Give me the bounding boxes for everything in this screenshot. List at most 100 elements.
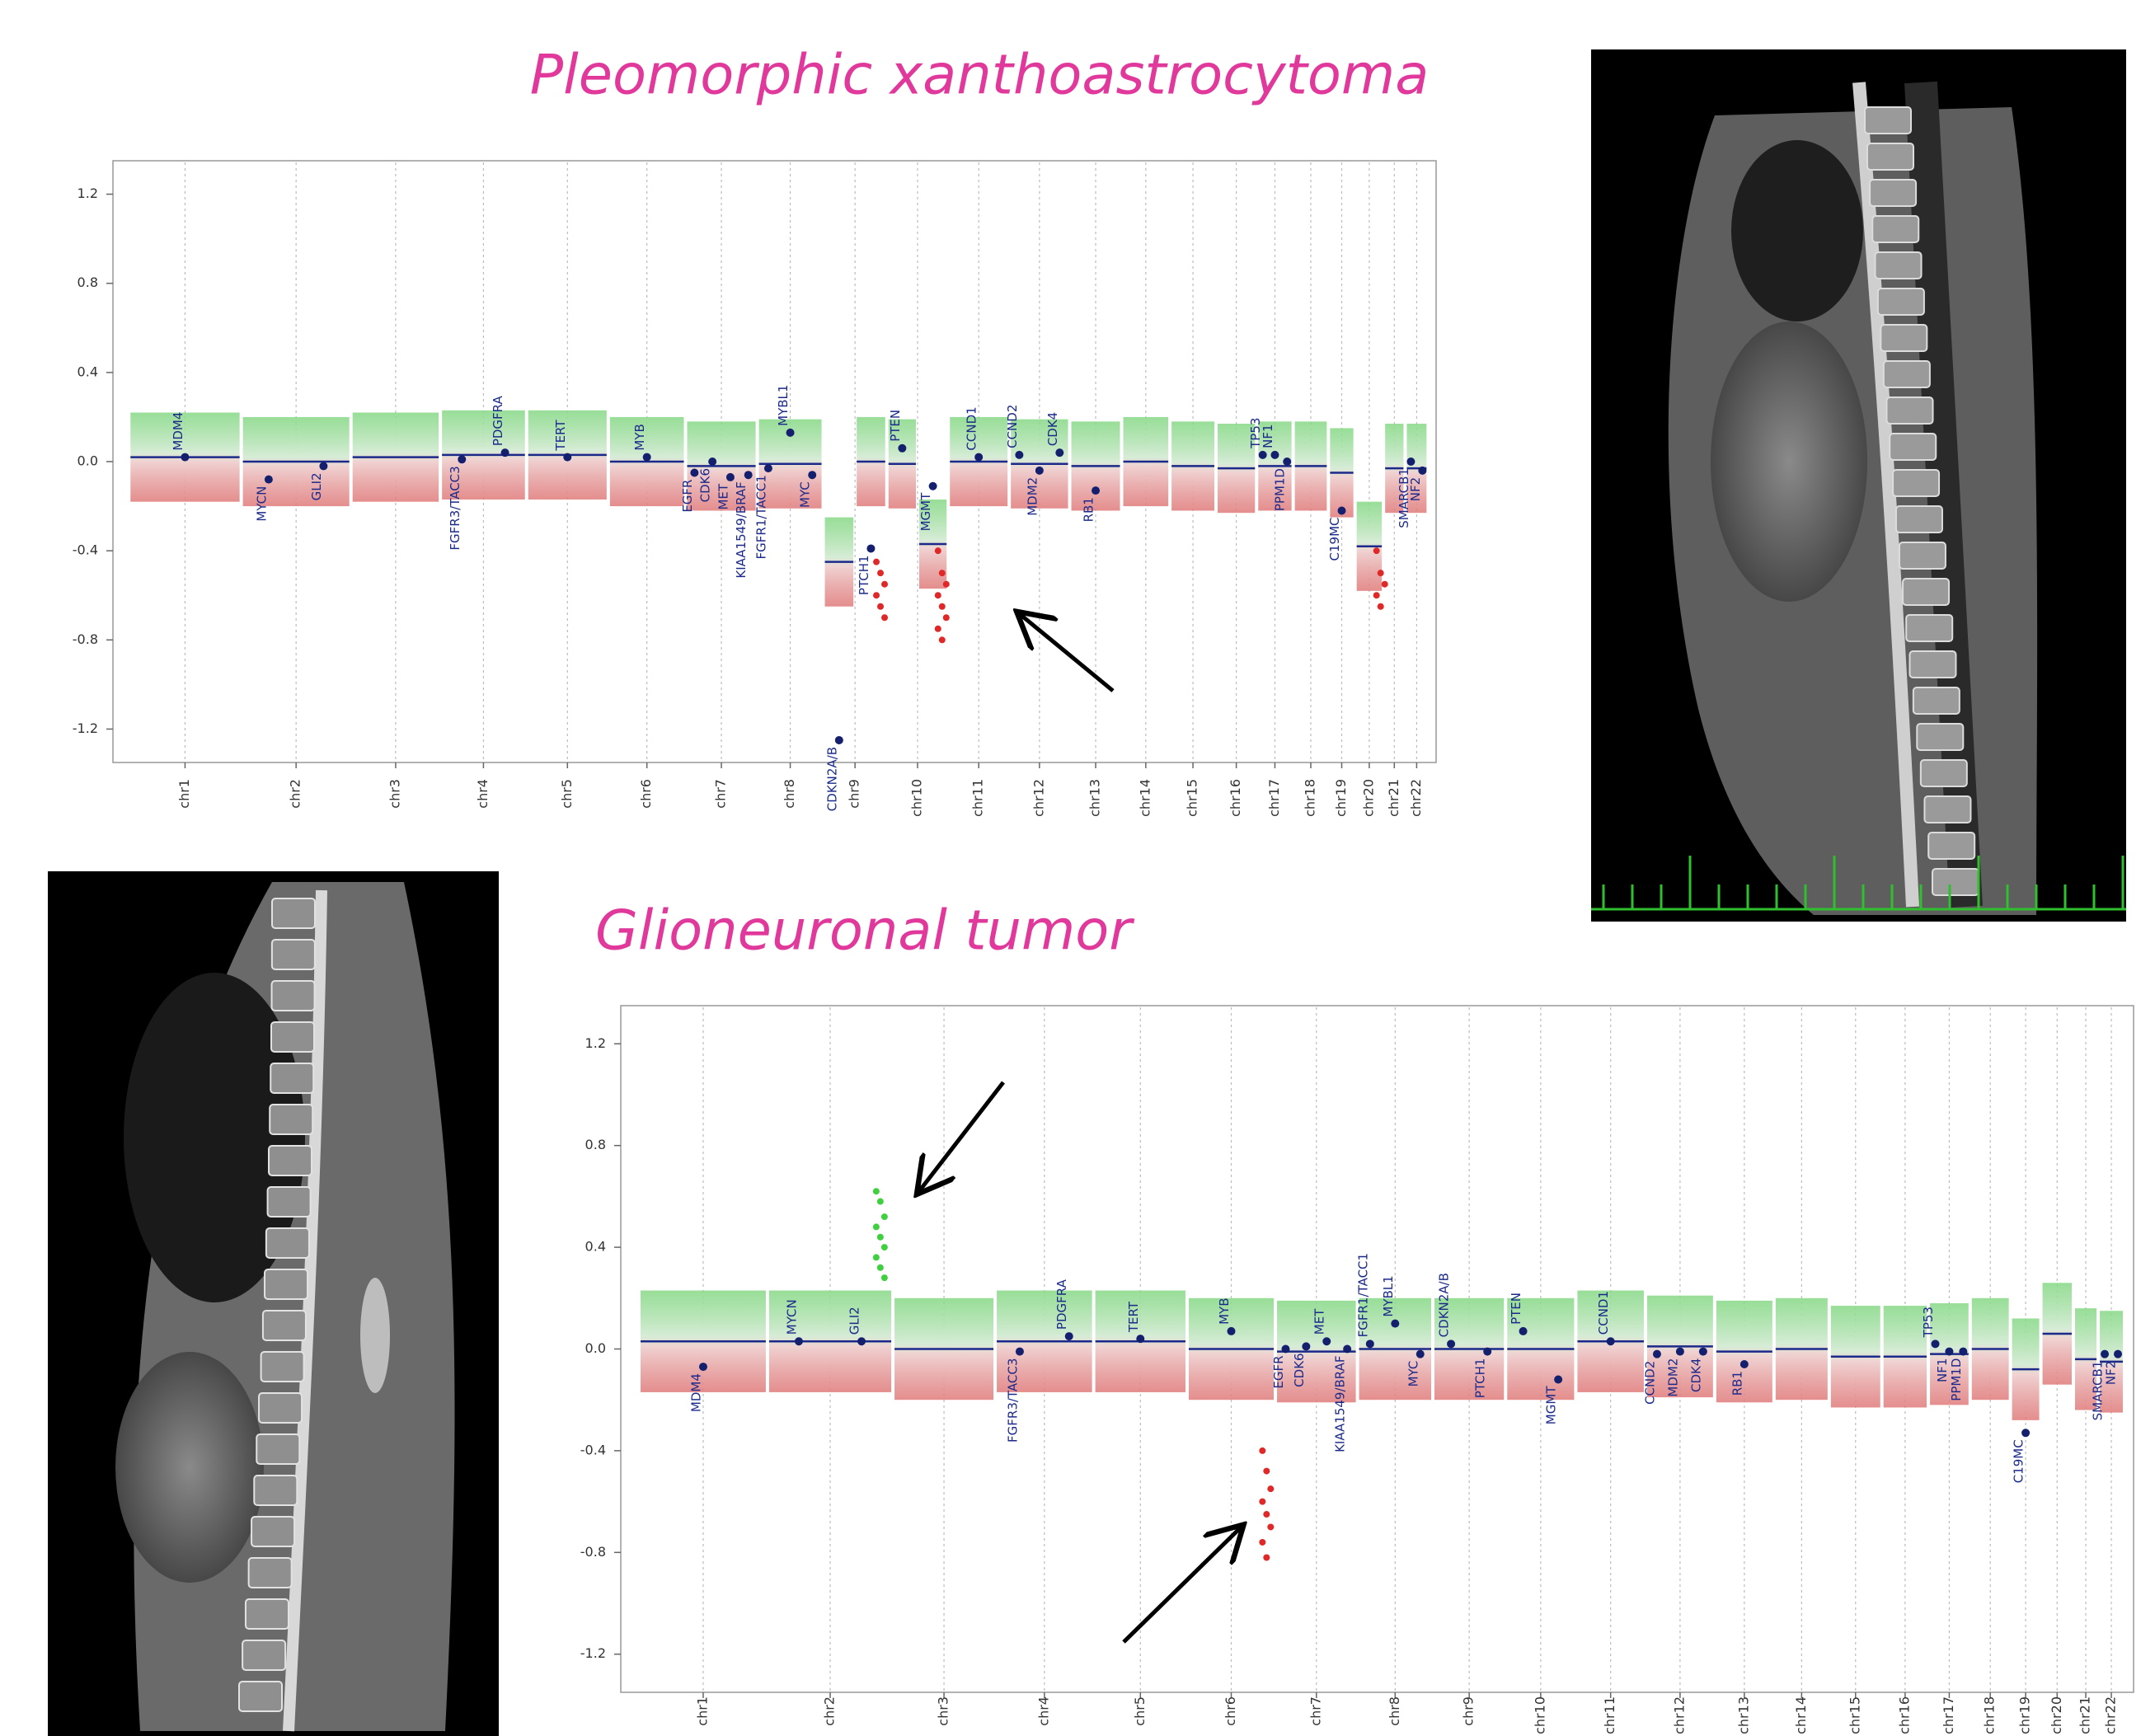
gene-marker xyxy=(1406,457,1415,466)
gene-marker xyxy=(1015,451,1023,459)
gene-label: CDK4 xyxy=(1688,1358,1703,1392)
vertebra xyxy=(261,1352,304,1382)
gene-marker xyxy=(1945,1348,1953,1356)
x-tick-label: chr14 xyxy=(1793,1696,1809,1734)
x-tick-label: chr12 xyxy=(1031,779,1046,817)
gene-label: RB1 xyxy=(1082,497,1096,522)
x-tick-label: chr19 xyxy=(1333,779,1349,817)
gene-marker xyxy=(643,453,651,462)
gene-marker xyxy=(764,464,772,472)
gene-label: FGFR3/TACC3 xyxy=(1005,1358,1020,1443)
x-tick-label: chr17 xyxy=(1941,1696,1956,1734)
vertebra xyxy=(272,898,315,928)
probe-point xyxy=(1378,603,1384,610)
probe-point xyxy=(1263,1554,1270,1560)
x-tick-label: chr21 xyxy=(1386,779,1401,817)
gene-label: MYC xyxy=(798,481,813,508)
y-tick-label: 0.8 xyxy=(585,1137,606,1152)
gene-label: FGFR1/TACC1 xyxy=(1355,1253,1370,1337)
vertebra xyxy=(1872,216,1918,242)
gene-marker xyxy=(1343,1345,1351,1354)
vertebra xyxy=(251,1517,294,1546)
vertebra xyxy=(1887,397,1933,424)
gene-label: PDGFRA xyxy=(1054,1279,1069,1330)
gene-label: FGFR3/TACC3 xyxy=(448,466,462,550)
gene-label: MDM2 xyxy=(1665,1358,1680,1397)
gene-label: PTCH1 xyxy=(1473,1358,1488,1399)
mri-image xyxy=(1591,49,2126,922)
probe-point xyxy=(939,636,946,643)
probe-point xyxy=(873,1254,880,1260)
vertebra xyxy=(272,940,315,969)
gene-marker xyxy=(1554,1376,1562,1384)
vertebra xyxy=(1899,542,1946,569)
probe-point xyxy=(877,1199,884,1205)
gene-label: MET xyxy=(716,483,730,509)
x-tick-label: chr5 xyxy=(559,779,575,809)
y-tick-label: 0.4 xyxy=(585,1239,606,1255)
x-tick-label: chr18 xyxy=(1982,1696,1998,1734)
probe-point xyxy=(939,570,946,576)
probe-point xyxy=(873,592,880,598)
gene-marker xyxy=(1281,1345,1289,1354)
vertebra xyxy=(263,1311,306,1340)
gene-label: PTCH1 xyxy=(857,555,871,595)
gene-marker xyxy=(1740,1360,1749,1368)
probe-point xyxy=(881,1213,888,1220)
gene-marker xyxy=(1092,486,1100,495)
gene-marker xyxy=(319,462,327,470)
y-tick-label: -0.8 xyxy=(73,631,98,647)
gene-marker xyxy=(708,457,716,466)
probe-point xyxy=(881,581,888,588)
x-tick-label: chr12 xyxy=(1671,1696,1687,1734)
gene-label: MDM4 xyxy=(688,1373,703,1412)
gene-label: PPM1D xyxy=(1273,468,1288,511)
x-tick-label: chr2 xyxy=(821,1696,837,1726)
gene-marker xyxy=(1259,451,1267,459)
x-tick-label: chr20 xyxy=(1360,779,1376,817)
cnv-chart: Pleomorphic xanthoastrocytoma1.20.80.40.… xyxy=(73,43,1436,817)
x-tick-label: chr5 xyxy=(1132,1696,1148,1726)
gene-label: MYBL1 xyxy=(776,385,791,426)
gene-label: CDK4 xyxy=(1045,412,1060,446)
x-tick-label: chr1 xyxy=(694,1696,710,1726)
y-tick-label: 1.2 xyxy=(585,1035,606,1051)
probe-point xyxy=(939,603,946,610)
x-tick-label: chr14 xyxy=(1137,779,1153,817)
x-tick-label: chr15 xyxy=(1847,1696,1862,1734)
gene-label: PDGFRA xyxy=(491,396,505,447)
gene-marker xyxy=(265,476,273,484)
vertebra xyxy=(256,1434,299,1464)
gene-marker xyxy=(1322,1337,1331,1345)
gene-marker xyxy=(726,473,735,481)
gene-label: TERT xyxy=(553,420,568,452)
vertebra xyxy=(1896,506,1942,533)
gene-marker xyxy=(1653,1350,1661,1358)
gene-label: PPM1D xyxy=(1949,1358,1964,1401)
gene-label: MGMT xyxy=(918,492,933,532)
probe-point xyxy=(1263,1468,1270,1475)
vertebra xyxy=(254,1476,297,1505)
gene-marker xyxy=(1016,1348,1024,1356)
y-tick-label: -1.2 xyxy=(580,1645,606,1661)
probe-point xyxy=(1382,581,1388,588)
vertebra xyxy=(270,1105,312,1134)
gene-label: NF2 xyxy=(2104,1361,2119,1385)
vertebra xyxy=(1928,833,1974,859)
vertebra xyxy=(1906,615,1952,641)
probe-point xyxy=(935,626,941,632)
x-tick-label: chr16 xyxy=(1896,1696,1912,1734)
x-tick-label: chr21 xyxy=(2078,1696,2093,1734)
vertebra xyxy=(1917,724,1963,750)
x-tick-label: chr16 xyxy=(1228,779,1243,817)
gene-label: TP53 xyxy=(1921,1307,1936,1338)
x-tick-label: chr7 xyxy=(1308,1696,1323,1726)
gene-label: NF1 xyxy=(1935,1358,1950,1382)
probe-point xyxy=(877,1234,884,1241)
vertebra xyxy=(1909,651,1955,678)
probe-point xyxy=(1259,1447,1265,1454)
cnv-chart: Glioneuronal tumor1.20.80.40.0-0.4-0.8-1… xyxy=(580,898,2134,1734)
y-tick-label: 0.0 xyxy=(585,1340,606,1356)
probe-point xyxy=(1267,1485,1274,1492)
gene-label: GLI2 xyxy=(309,472,324,500)
